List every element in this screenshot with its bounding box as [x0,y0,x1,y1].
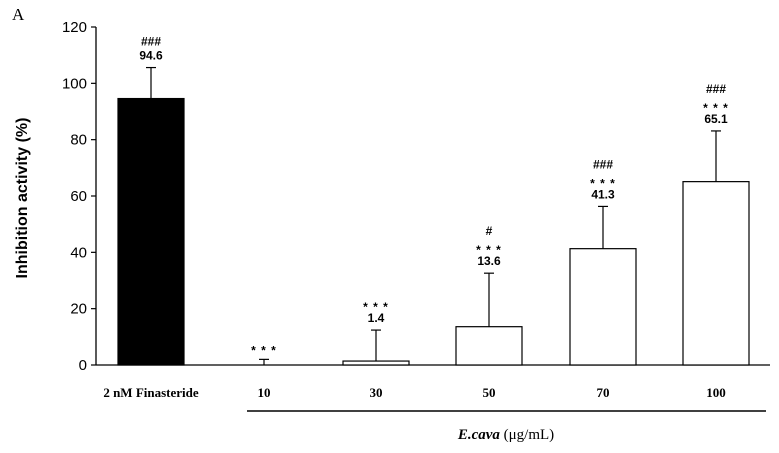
y-tick-label: 40 [70,244,87,261]
data-label: 41.3 [591,187,615,201]
data-label: 1.4 [368,311,385,325]
bar [682,181,750,366]
significance-stars: * * * [251,343,277,357]
y-axis: 0 20 40 60 80 100 120 [62,19,770,374]
y-tick-label: 100 [62,75,87,92]
x-tick-label: 10 [258,385,271,400]
data-label: 13.6 [477,254,501,268]
significance-hash: # [486,224,493,238]
significance-stars: * * * [703,101,729,115]
x-tick-label: 50 [483,385,496,400]
bar [117,97,185,366]
y-axis-label: Inhibition activity (%) [14,118,31,279]
bar [455,326,523,366]
panel-label: A [12,5,25,24]
significance-stars: * * * [363,300,389,314]
significance-hash: ### [593,157,613,171]
data-label: 94.6 [139,49,163,63]
x-tick-label: 30 [370,385,383,400]
bar [342,360,410,366]
x-axis-title: E.cava (μg/mL) [457,427,554,443]
x-tick-label: 100 [706,385,726,400]
bars: 94.6###* * *1.4* * *13.6* * *#41.3* * *#… [117,35,750,366]
y-tick-label: 0 [79,357,87,374]
x-tick-labels: 2 nM Finasteride 10 30 50 70 100 [103,385,725,400]
y-tick-label: 80 [70,132,87,149]
significance-stars: * * * [476,243,502,257]
x-tick-label: 2 nM Finasteride [103,385,199,400]
y-tick-label: 120 [62,19,87,36]
y-tick-label: 20 [70,301,87,318]
significance-hash: ### [141,35,161,49]
bar [569,248,637,366]
x-tick-label: 70 [597,385,610,400]
x-axis-title-unit: (μg/mL) [500,427,554,443]
y-tick-label: 60 [70,188,87,205]
data-label: 65.1 [704,112,728,126]
x-axis-title-extract: E.cava [457,427,501,443]
significance-stars: * * * [590,176,616,190]
significance-hash: ### [706,82,726,96]
